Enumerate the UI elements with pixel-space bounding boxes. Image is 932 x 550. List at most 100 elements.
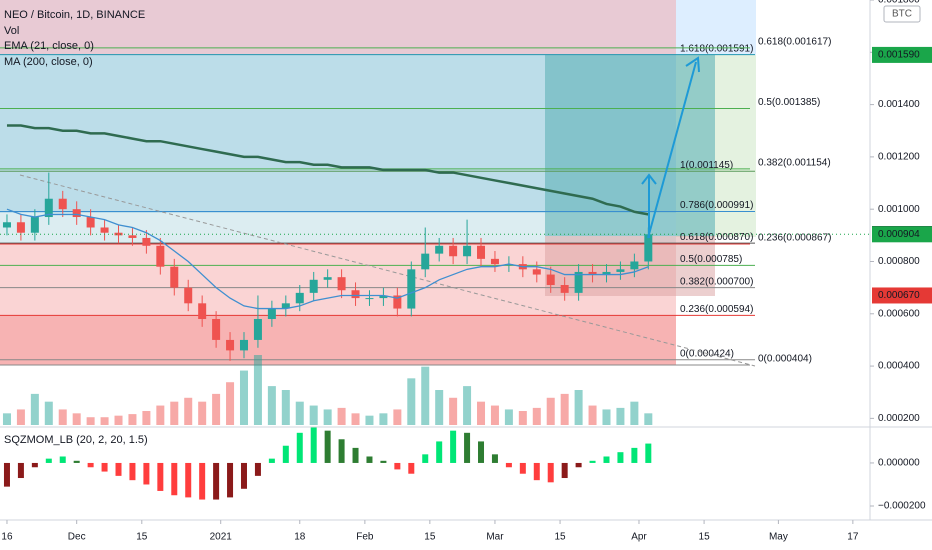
momentum-bar	[324, 430, 331, 463]
fib-label: 0.618(0.000870)	[680, 232, 753, 243]
candle-body	[574, 271, 583, 293]
fib-label: 0.382(0.000700)	[680, 276, 753, 287]
price-tag-label: 0.001590	[878, 50, 920, 61]
candle-body	[351, 290, 360, 299]
momentum-bar	[380, 460, 387, 463]
momentum-bar	[352, 447, 359, 463]
x-tick-label: 16	[1, 532, 13, 543]
currency-box	[883, 5, 921, 23]
volume-bar	[602, 409, 611, 425]
momentum-bar	[547, 462, 554, 483]
volume-bar	[156, 405, 165, 425]
volume-bar	[198, 401, 207, 425]
y-tick-label: 0.001000	[878, 204, 920, 215]
projection-arrows	[641, 56, 700, 239]
candle-body	[463, 245, 472, 257]
background-zones	[0, 0, 756, 365]
momentum-bar	[199, 462, 206, 500]
momentum-bar	[645, 443, 652, 463]
volume-bar	[337, 407, 346, 425]
volume-bar	[463, 386, 472, 425]
price-tag-label: 0.000670	[878, 290, 920, 301]
candle-body	[281, 303, 290, 309]
momentum-bar	[157, 462, 164, 491]
candle-body	[239, 339, 248, 351]
candle-body	[30, 217, 39, 233]
volume-bar	[518, 411, 527, 425]
candle-body	[602, 271, 611, 275]
momentum-bar	[478, 441, 485, 463]
y-tick-label: −0.000200	[878, 501, 926, 512]
y-tick-label: 0.000600	[878, 308, 920, 319]
volume-bar	[393, 409, 402, 425]
momentum-bar	[464, 432, 471, 463]
currency: BTC	[892, 9, 912, 20]
volume-bar	[184, 397, 193, 425]
volume-bar	[44, 401, 53, 425]
volume-bar	[114, 415, 123, 425]
x-tick-label: 15	[136, 532, 148, 543]
candle-body	[142, 237, 151, 246]
x-tick-label: 15	[699, 532, 711, 543]
fib-label: 1.618(0.001591)	[680, 43, 753, 54]
volume-bar	[239, 370, 248, 425]
volume-bar	[435, 390, 444, 425]
x-tick-label: Apr	[631, 532, 647, 543]
candle-body	[114, 232, 123, 236]
volume-bar	[226, 382, 235, 425]
candle-body	[44, 198, 53, 218]
momentum-bar	[296, 432, 303, 463]
y-tick-label: 0.001400	[878, 99, 920, 110]
momentum-bar	[17, 462, 24, 479]
volume-bar	[630, 401, 639, 425]
indicator-line	[6, 208, 649, 310]
legend-ema: EMA (21, close, 0)	[4, 40, 94, 52]
volume-bar	[281, 390, 290, 425]
momentum-bar	[450, 430, 457, 463]
momentum-bar	[129, 462, 136, 481]
momentum-bar	[575, 462, 582, 468]
momentum-bar	[227, 462, 234, 498]
volume-bar	[58, 409, 67, 425]
price-tag	[872, 46, 932, 63]
candle-body	[532, 269, 541, 275]
fib-label: 0.236(0.000594)	[680, 304, 753, 315]
candle-body	[184, 287, 193, 304]
candle-body	[86, 217, 95, 228]
x-tick-label: Feb	[356, 532, 374, 543]
candle-body	[560, 285, 569, 293]
legend: NEO / Bitcoin, 1D, BINANCE Vol EMA (21, …	[4, 9, 148, 446]
momentum-bar	[422, 454, 429, 463]
volume-bar	[142, 411, 151, 425]
indicator-line	[6, 124, 649, 216]
candle-body	[323, 277, 332, 280]
x-tick-label: 18	[294, 532, 306, 543]
y-tick-label: 0.000400	[878, 361, 920, 372]
momentum-bar	[519, 462, 526, 474]
candle-body	[58, 198, 67, 210]
momentum-bar	[143, 462, 150, 485]
fib-label: 0.236(0.000867)	[758, 233, 831, 244]
y-tick-label: 0.001800	[878, 0, 920, 6]
volume-bar	[532, 407, 541, 425]
momentum-bar	[185, 462, 192, 498]
x-tick-label: May	[769, 532, 788, 543]
candle-body	[2, 222, 11, 228]
price-axis-bg	[870, 0, 932, 550]
candle-body	[588, 271, 597, 275]
candle-body	[393, 295, 402, 309]
x-tick-label: Mar	[486, 532, 504, 543]
volume-bar	[100, 417, 109, 425]
y-tick-label: 0.001200	[878, 152, 920, 163]
momentum-bar	[366, 456, 373, 463]
y-tick-label: 0.000200	[878, 413, 920, 424]
candle-body	[128, 235, 137, 238]
x-tick-label: Dec	[68, 532, 86, 543]
candle-body	[407, 269, 416, 309]
momentum-bar	[3, 462, 10, 487]
volume-bar	[588, 405, 597, 425]
x-tick-label: 2021	[210, 532, 233, 543]
volume-bar	[212, 393, 221, 425]
volume-bar	[644, 413, 653, 425]
candle-body	[212, 319, 221, 340]
